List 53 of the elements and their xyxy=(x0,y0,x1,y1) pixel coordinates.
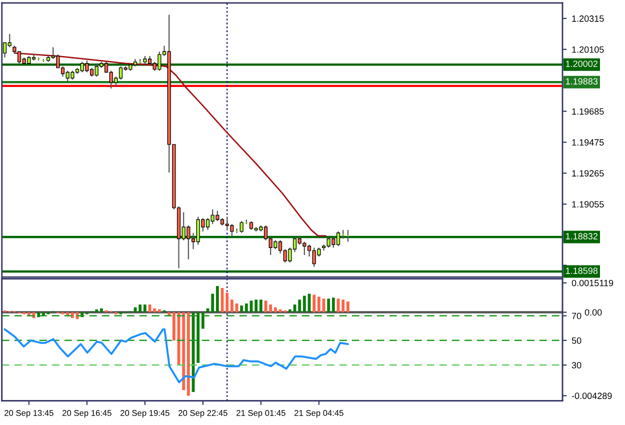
x-tick-label: 20 Sep 19:45 xyxy=(120,410,170,418)
y-tick-label: 1.20105 xyxy=(572,46,604,53)
bar xyxy=(100,308,103,312)
ref-line-label: 1.19883 xyxy=(566,78,598,85)
bar xyxy=(244,304,248,312)
bar xyxy=(216,286,219,312)
bar xyxy=(259,300,262,312)
y-tick-label: 1.19265 xyxy=(572,170,604,177)
ref-line-label: 1.20002 xyxy=(566,60,598,68)
bar xyxy=(288,309,292,312)
bar xyxy=(143,304,146,312)
bar xyxy=(346,302,350,312)
bar xyxy=(211,294,214,312)
y-tick-label: 0.00 xyxy=(584,309,602,316)
bar xyxy=(332,298,335,312)
y-tick-label: 1.20315 xyxy=(572,15,604,22)
y2-tick-label: 50 xyxy=(572,337,582,344)
bar xyxy=(158,309,161,312)
y2-tick-label: 70 xyxy=(572,312,582,320)
bar xyxy=(138,304,142,312)
bar xyxy=(201,312,204,329)
bar xyxy=(226,292,229,312)
bar xyxy=(274,307,277,312)
bar xyxy=(182,312,186,390)
bar xyxy=(254,300,258,312)
y-tick-label: 1.19475 xyxy=(572,139,604,146)
bar xyxy=(172,312,176,340)
bar xyxy=(153,308,156,312)
bar xyxy=(317,296,320,312)
bar xyxy=(298,300,302,312)
y-tick-label: 1.19685 xyxy=(572,108,604,115)
bar xyxy=(269,304,272,312)
bar xyxy=(37,312,40,318)
bar xyxy=(342,300,345,312)
y-tick-label: -0.004289 xyxy=(572,392,612,400)
ref-line-label: 1.18832 xyxy=(566,233,598,240)
y2-tick-label: 30 xyxy=(572,362,582,368)
x-tick-label: 21 Sep 01:45 xyxy=(236,410,286,418)
x-tick-label: 20 Sep 13:45 xyxy=(4,410,54,418)
x-tick-label: 20 Sep 22:45 xyxy=(178,410,228,418)
bar xyxy=(196,312,200,363)
bar xyxy=(302,296,306,312)
bar xyxy=(327,298,330,312)
x-tick-label: 21 Sep 04:45 xyxy=(294,410,344,418)
bar xyxy=(186,312,190,396)
bar xyxy=(312,294,316,312)
bar xyxy=(95,309,98,312)
y-tick-label: 0.0015119 xyxy=(572,280,614,286)
y-tick-label: 1.19055 xyxy=(572,201,604,208)
x-tick-label: 20 Sep 16:45 xyxy=(62,410,112,418)
bar xyxy=(230,300,234,312)
ref-line-label: 1.18598 xyxy=(566,268,598,274)
bar xyxy=(240,305,244,312)
